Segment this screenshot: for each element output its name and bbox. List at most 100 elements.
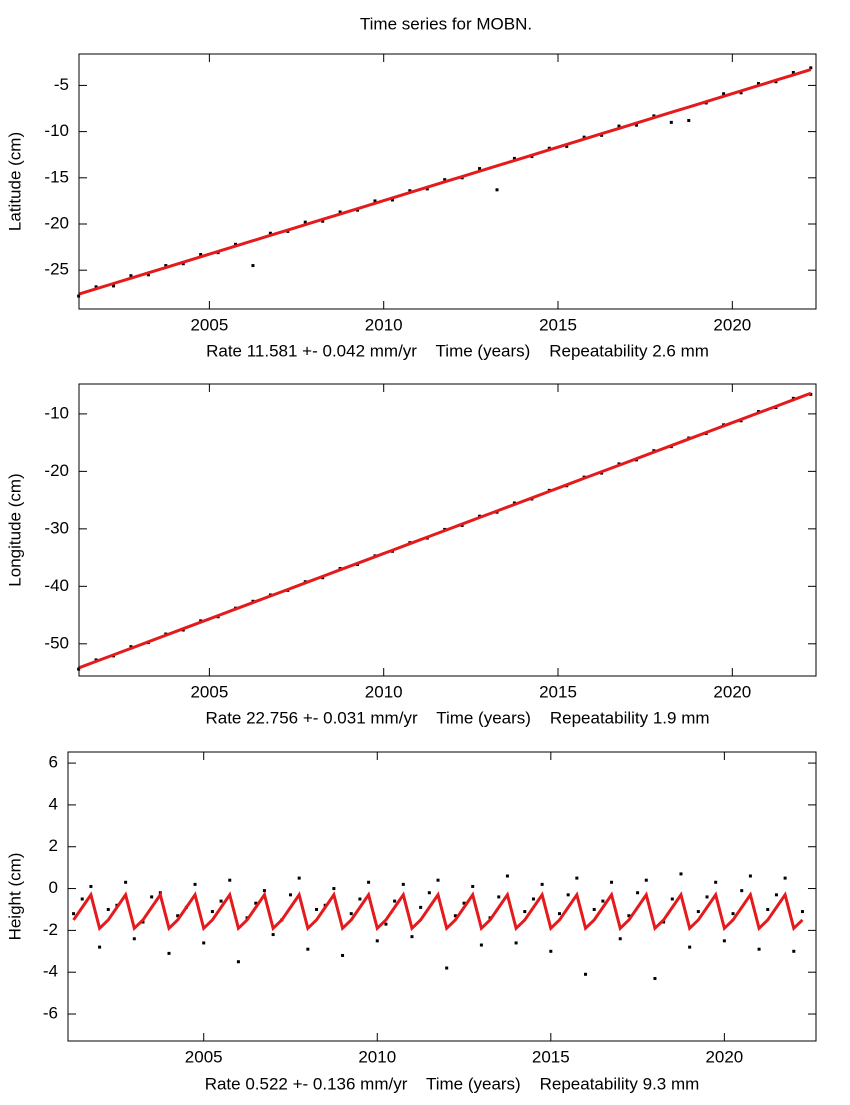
data-point	[150, 895, 154, 899]
y-tick-label: -2	[43, 920, 58, 939]
data-point	[644, 878, 648, 882]
data-point	[251, 264, 255, 268]
data-point	[112, 284, 116, 288]
data-point	[575, 876, 579, 880]
data-point	[471, 884, 475, 888]
data-point	[514, 941, 518, 945]
data-point	[124, 880, 128, 884]
data-point	[445, 966, 449, 970]
data-point	[566, 893, 570, 897]
data-point	[338, 210, 342, 214]
data-point	[315, 907, 319, 911]
data-point	[523, 910, 527, 914]
data-point	[176, 914, 180, 918]
data-point	[72, 912, 76, 916]
data-point	[427, 891, 431, 895]
data-point	[687, 119, 691, 123]
data-point	[714, 880, 718, 884]
data-point	[80, 897, 84, 901]
data-point	[792, 949, 796, 953]
data-point	[478, 167, 482, 171]
data-point	[268, 231, 272, 235]
data-point	[505, 874, 509, 878]
data-point	[627, 914, 631, 918]
data-point	[479, 943, 483, 947]
data-point	[384, 922, 388, 926]
data-point	[146, 273, 150, 277]
x-axis-label: Rate 0.522 +- 0.136 mm/yr Time (years) R…	[205, 1074, 700, 1093]
y-tick-label: -10	[44, 121, 69, 140]
y-tick-label: -50	[44, 633, 69, 652]
data-point	[193, 882, 197, 886]
plot-frame	[78, 383, 817, 677]
y-tick-label: -25	[44, 260, 69, 279]
data-point	[199, 252, 203, 256]
data-point	[453, 914, 457, 918]
data-point	[731, 912, 735, 916]
data-point	[236, 960, 240, 964]
data-point	[495, 188, 499, 192]
y-tick-label: -15	[44, 167, 69, 186]
data-point	[565, 144, 569, 148]
y-tick-label: -40	[44, 576, 69, 595]
data-point	[219, 899, 223, 903]
data-point	[436, 878, 440, 882]
data-point	[800, 910, 804, 914]
x-tick-label: 2010	[358, 1047, 396, 1066]
data-point	[722, 92, 726, 96]
data-point	[652, 114, 656, 118]
data-point	[129, 274, 133, 278]
y-tick-label: -5	[54, 75, 69, 94]
data-point	[373, 199, 377, 203]
data-point	[443, 178, 447, 182]
data-point	[164, 264, 168, 268]
fit-line	[72, 891, 804, 932]
fit-line	[78, 68, 812, 296]
data-point	[254, 901, 258, 905]
data-point	[390, 198, 394, 202]
x-tick-label: 2015	[532, 1047, 570, 1066]
data-point	[288, 893, 292, 897]
data-point	[540, 882, 544, 886]
data-point	[592, 907, 596, 911]
data-point	[341, 953, 345, 957]
data-point	[662, 920, 666, 924]
data-point	[740, 889, 744, 893]
data-point	[167, 951, 171, 955]
y-tick-label: -6	[43, 1004, 58, 1023]
data-point	[297, 876, 301, 880]
data-point	[557, 912, 561, 916]
data-point	[547, 146, 551, 150]
data-point	[393, 899, 397, 903]
y-tick-label: 4	[49, 794, 58, 813]
y-axis-label: Height (cm)	[5, 853, 24, 941]
x-tick-label: 2020	[713, 315, 751, 334]
data-point	[234, 242, 238, 246]
data-point	[696, 910, 700, 914]
y-tick-label: -20	[44, 213, 69, 232]
data-point	[705, 895, 709, 899]
x-tick-label: 2010	[365, 315, 403, 334]
y-tick-label: -20	[44, 461, 69, 480]
data-point	[132, 937, 136, 941]
data-point	[600, 133, 604, 137]
x-tick-label: 2005	[190, 315, 228, 334]
data-point	[497, 895, 501, 899]
data-point	[271, 933, 275, 937]
y-tick-label: -4	[43, 962, 58, 981]
data-point	[531, 897, 535, 901]
data-point	[419, 905, 423, 909]
x-tick-label: 2010	[365, 682, 403, 701]
data-point	[375, 939, 379, 943]
data-point	[766, 907, 770, 911]
y-tick-label: -10	[44, 403, 69, 422]
y-tick-label: -30	[44, 518, 69, 537]
data-point	[98, 945, 102, 949]
data-point	[582, 135, 586, 139]
data-point	[783, 876, 787, 880]
data-point	[584, 972, 588, 976]
y-tick-label: 6	[49, 753, 58, 772]
data-point	[141, 920, 145, 924]
